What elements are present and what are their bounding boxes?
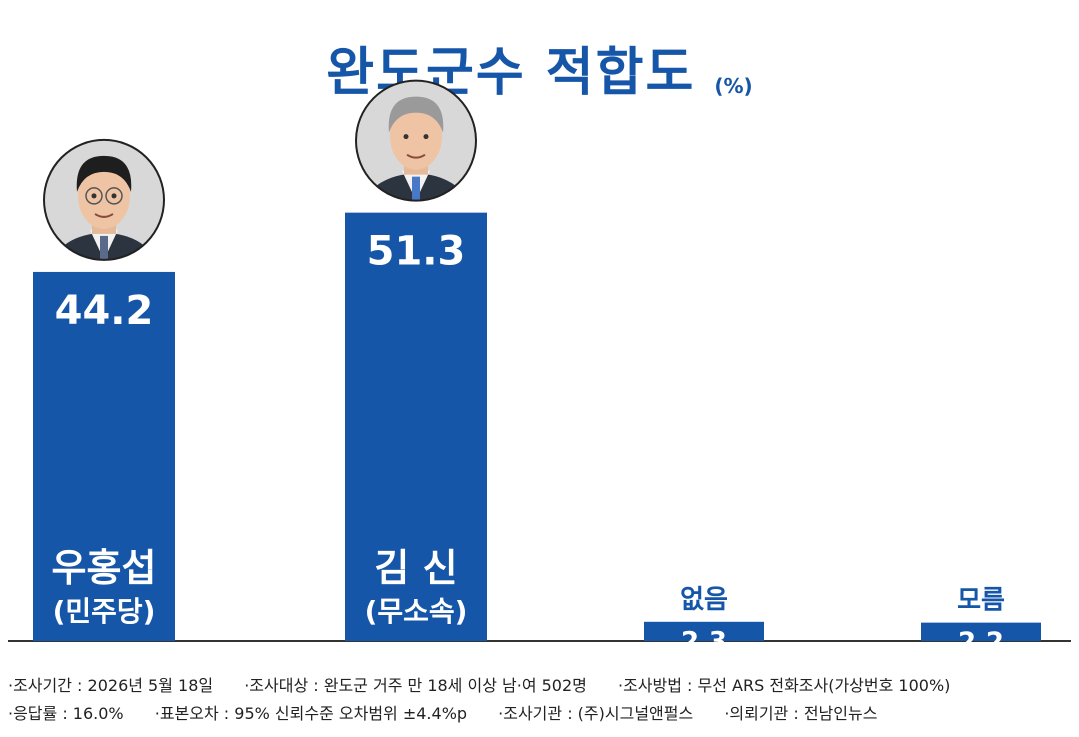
value-label-1: 51.3 (367, 229, 466, 275)
footer-line-1: ·조사기간 : 2026년 5월 18일 ·조사대상 : 완도군 거주 만 18… (8, 672, 1073, 700)
footer-margin: ·표본오차 : 95% 신뢰수준 오차범위 ±4.4%p (154, 704, 468, 723)
category-label-1: 김 신 (374, 546, 457, 590)
value-label-0: 44.2 (55, 288, 154, 334)
footer-response-rate: ·응답률 : 16.0% (8, 704, 124, 723)
candidate-portrait-1 (355, 79, 477, 202)
bar-1 (345, 212, 487, 641)
category-label-2: 없음 (680, 585, 728, 615)
bar-3 (921, 622, 1041, 641)
category-sublabel-1: (무소속) (365, 595, 468, 628)
bar-0 (33, 271, 175, 641)
survey-footer: ·조사기간 : 2026년 5월 18일 ·조사대상 : 완도군 거주 만 18… (8, 672, 1073, 728)
candidate-portrait-0 (43, 138, 165, 261)
footer-method: ·조사방법 : 무선 ARS 전화조사(가상번호 100%) (617, 676, 951, 695)
footer-target: ·조사대상 : 완도군 거주 만 18세 이상 남·여 502명 (244, 676, 587, 695)
category-sublabel-0: (민주당) (53, 595, 156, 628)
category-label-0: 우홍섭 (52, 546, 157, 590)
category-label-3: 모름 (957, 586, 1005, 616)
footer-period: ·조사기간 : 2026년 5월 18일 (8, 676, 214, 695)
unit-label: (%) (714, 73, 753, 98)
footer-line-2: ·응답률 : 16.0% ·표본오차 : 95% 신뢰수준 오차범위 ±4.4%… (8, 700, 1073, 728)
value-label-2: 2.3 (681, 627, 727, 657)
value-label-3: 2.2 (958, 628, 1004, 658)
bar-chart: 44.2 우홍섭 (민주당) 51.3 김 신 (무소속) 2.3 없음 2.2 모름 (8, 79, 1071, 658)
footer-agency: ·조사기관 : (주)시그널앤펄스 (498, 704, 694, 723)
footer-client: ·의뢰기관 : 전남인뉴스 (724, 704, 878, 723)
bar-2 (644, 621, 764, 641)
